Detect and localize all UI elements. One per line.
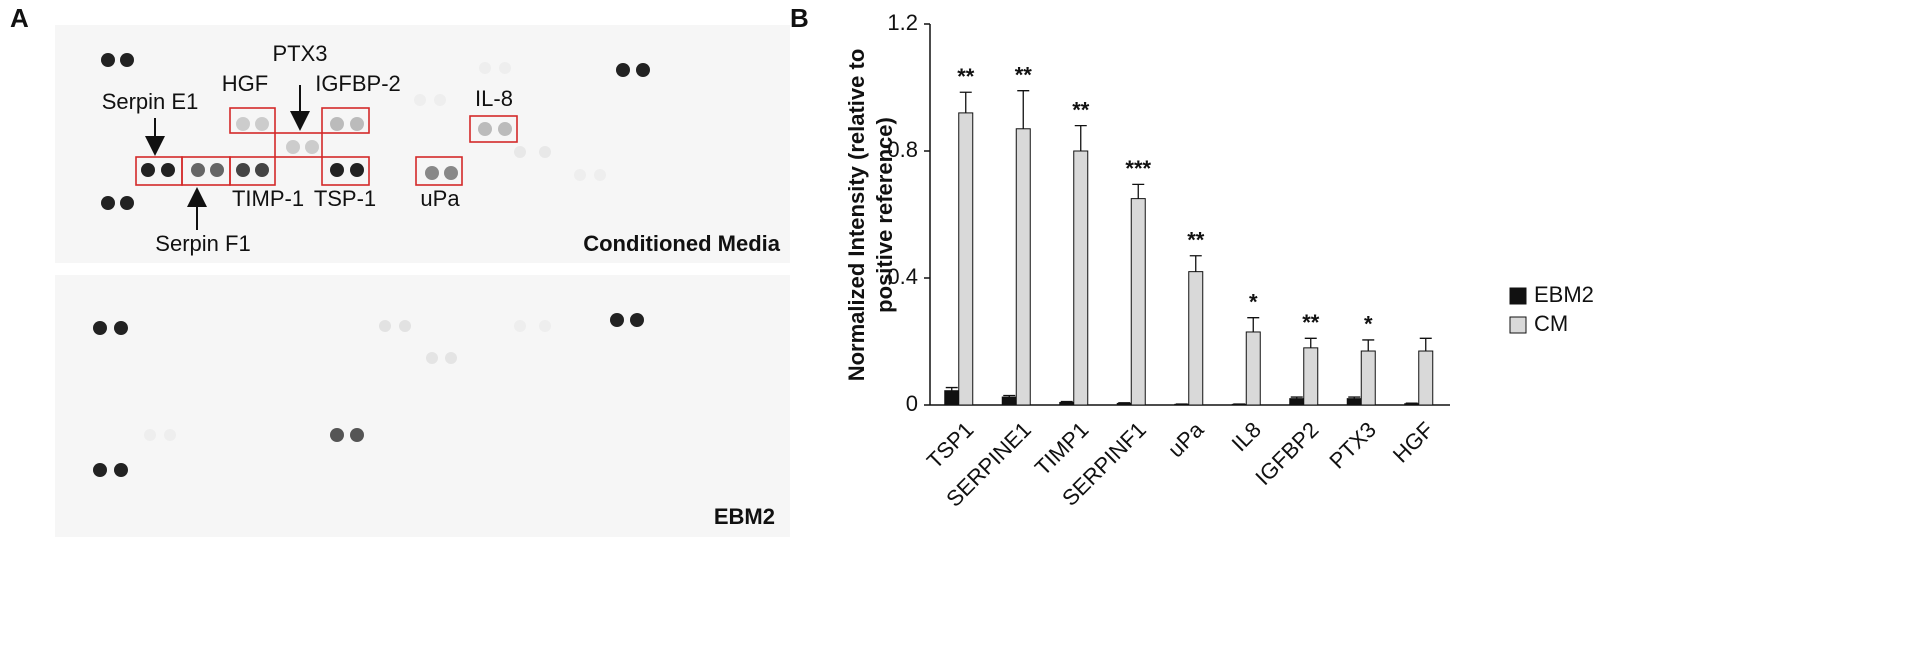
significance: ** [1187, 228, 1205, 253]
error-bar [1419, 337, 1432, 352]
x-tick-label: HGF [1388, 417, 1439, 468]
x-tick-label: IL8 [1227, 417, 1266, 456]
x-tick-label: IGFBP2 [1250, 417, 1323, 490]
bar [1130, 198, 1146, 406]
bar [1289, 398, 1305, 406]
error-bar [1074, 124, 1087, 151]
spot-label: IGFBP-2 [315, 71, 401, 96]
spot-label: HGF [222, 71, 268, 96]
bar [1303, 347, 1319, 406]
x-tick-label: PTX3 [1324, 417, 1381, 474]
error-bar [1247, 317, 1260, 332]
highlight-boxes [135, 107, 518, 186]
error-bar [1003, 394, 1016, 398]
legend-swatch [1509, 287, 1527, 305]
x-tick-label: uPa [1163, 416, 1209, 462]
y-tick-label: 0.4 [887, 264, 918, 289]
bar [958, 112, 974, 406]
bar [944, 390, 960, 406]
error-bar [959, 91, 972, 113]
spot-label: TIMP-1 [232, 186, 304, 211]
significance: * [1249, 290, 1258, 315]
panel-b: B 0 0.4 0.8 1.2 Normalized Intensity (relati… [790, 3, 1594, 512]
y-axis-label: Normalized Intensity (relative to [844, 49, 869, 382]
y-tick-label: 0.8 [887, 137, 918, 162]
bar [1001, 396, 1017, 406]
panel-a: A Serpin E1 HGF PTX3 IGFBP-2 IL-8 Serpin… [10, 3, 790, 537]
legend-swatch [1509, 316, 1527, 334]
spot-label: TSP-1 [314, 186, 376, 211]
membrane-label: Conditioned Media [583, 231, 781, 256]
bar [1059, 401, 1075, 406]
error-bar [1304, 337, 1317, 348]
significance: ** [1015, 62, 1033, 87]
y-axis-label: positive reference) [872, 117, 897, 313]
bar [1418, 350, 1434, 406]
significance: ** [1302, 310, 1320, 335]
significance: ** [957, 64, 975, 89]
bar [1073, 150, 1089, 406]
error-bar [1290, 396, 1303, 399]
y-tick-label: 0 [906, 391, 918, 416]
spot-label: IL-8 [475, 86, 513, 111]
legend-label: EBM2 [1534, 282, 1594, 307]
significance: * [1364, 312, 1373, 337]
bar [1346, 398, 1362, 406]
significance: *** [1125, 156, 1151, 181]
panel-label: A [10, 3, 29, 33]
bar [1360, 350, 1376, 406]
bar [1188, 271, 1204, 406]
error-bar [945, 386, 958, 391]
spot-label: Serpin F1 [155, 231, 250, 256]
bar [1116, 402, 1132, 406]
error-bar [1348, 396, 1361, 399]
bar [1245, 331, 1261, 406]
spot-label: PTX3 [272, 41, 327, 66]
error-bar [1189, 255, 1202, 272]
error-bar [1017, 90, 1030, 129]
legend-label: CM [1534, 311, 1568, 336]
panel-label: B [790, 3, 809, 33]
error-bar [1060, 400, 1073, 403]
bar [1015, 128, 1031, 406]
spots [93, 53, 650, 477]
error-bar [1362, 339, 1375, 352]
spot-label: uPa [420, 186, 460, 211]
spot-label: Serpin E1 [102, 89, 199, 114]
membrane [55, 275, 790, 537]
significance: ** [1072, 97, 1090, 122]
bar [1404, 403, 1420, 406]
error-bar [1405, 402, 1418, 404]
y-tick-label: 1.2 [887, 10, 918, 35]
membrane-label: EBM2 [714, 504, 775, 529]
error-bar [1118, 402, 1131, 404]
membrane [55, 25, 790, 263]
error-bar [1132, 183, 1145, 199]
